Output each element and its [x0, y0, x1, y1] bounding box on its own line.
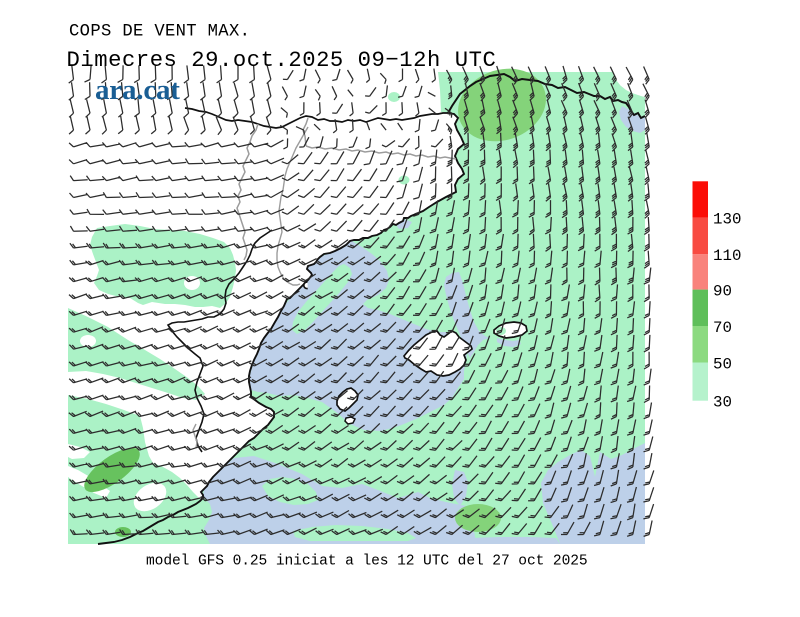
svg-text:COPS DE VENT MAX.: COPS DE VENT MAX. [69, 23, 250, 42]
svg-text:110: 110 [713, 247, 741, 265]
svg-text:90: 90 [713, 283, 732, 301]
svg-text:30: 30 [713, 394, 732, 412]
svg-text:70: 70 [713, 319, 732, 337]
svg-text:50: 50 [713, 355, 732, 373]
svg-text:Dimecres 29.oct.2025 09−12h U: Dimecres 29.oct.2025 09−12h UTC [67, 48, 497, 73]
svg-text:model GFS 0.25 iniciat a les 1: model GFS 0.25 iniciat a les 12 UTC del … [146, 554, 588, 570]
svg-text:ara.cat: ara.cat [95, 74, 180, 106]
svg-text:130: 130 [713, 211, 741, 229]
